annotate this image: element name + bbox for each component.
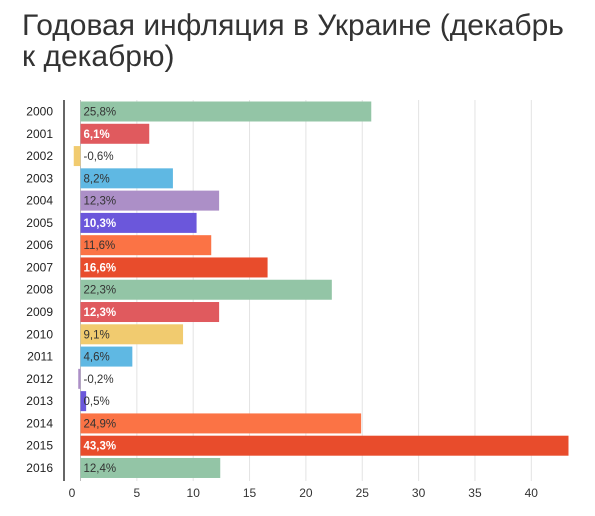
y-tick-label-2003: 2003 [26,171,53,185]
bar-2005 [80,212,197,233]
data-label-2005: 10,3% [84,218,117,230]
x-tick-label-30: 30 [412,486,426,500]
bar-2008 [80,279,332,300]
y-tick-label-2011: 2011 [27,350,53,364]
data-label-2010: 9,1% [84,329,110,341]
data-label-2014: 24,9% [84,418,117,430]
data-label-2001: 6,1% [84,129,110,141]
chart-title: Годовая инфляция в Украине (декабрь к де… [22,9,564,73]
bar-2015 [80,435,569,456]
data-label-2004: 12,3% [84,196,117,208]
data-label-2007: 16,6% [84,262,117,274]
x-tick-label-35: 35 [468,486,482,500]
y-tick-label-2013: 2013 [26,394,53,408]
y-tick-label-2001: 2001 [26,127,53,141]
y-tick-label-2006: 2006 [26,238,53,252]
data-label-2009: 12,3% [84,307,117,319]
y-tick-label-2004: 2004 [26,194,53,208]
data-label-2015: 43,3% [84,441,117,453]
x-tick-label-0: 0 [69,486,76,500]
x-tick-label-15: 15 [243,486,257,500]
data-label-2016: 12,4% [84,463,117,475]
y-tick-label-2005: 2005 [26,216,53,230]
x-tick-label-10: 10 [187,486,201,500]
y-tick-label-2008: 2008 [26,283,53,297]
bar-2003 [80,168,173,189]
data-label-2011: 4,6% [84,352,110,364]
bar-2001 [80,123,150,144]
data-label-2006: 11,6% [84,240,116,252]
data-label-2003: 8,2% [84,173,110,185]
bar-2007 [80,257,268,278]
bar-2014 [80,413,362,434]
data-label-2002: -0,6% [84,151,114,163]
y-tick-label-2015: 2015 [26,439,53,453]
y-tick-label-2000: 2000 [26,105,53,119]
bar-2010 [80,324,184,345]
bar-2016 [80,457,221,478]
y-tick-label-2007: 2007 [26,260,53,274]
bar-2006 [80,235,212,256]
y-tick-label-2012: 2012 [26,372,53,386]
bar-2012 [78,368,81,389]
y-tick-label-2014: 2014 [26,416,53,430]
bar-2000 [80,101,372,122]
x-tick-label-5: 5 [134,486,141,500]
x-tick-label-25: 25 [356,486,370,500]
y-tick-label-2009: 2009 [26,305,53,319]
data-label-2000: 25,8% [84,107,117,119]
y-tick-label-2010: 2010 [26,327,53,341]
bar-2009 [80,302,220,323]
x-tick-label-20: 20 [299,486,313,500]
x-tick-label-40: 40 [525,486,539,500]
data-label-2012: -0,2% [84,374,114,386]
data-label-2013: 0,5% [84,396,110,408]
y-tick-label-2002: 2002 [26,149,53,163]
y-tick-label-2016: 2016 [26,461,53,475]
bar-2002 [73,146,81,167]
bar-2004 [80,190,220,211]
bar-2011 [80,346,133,367]
data-label-2008: 22,3% [84,285,117,297]
bar-2013 [80,391,87,412]
